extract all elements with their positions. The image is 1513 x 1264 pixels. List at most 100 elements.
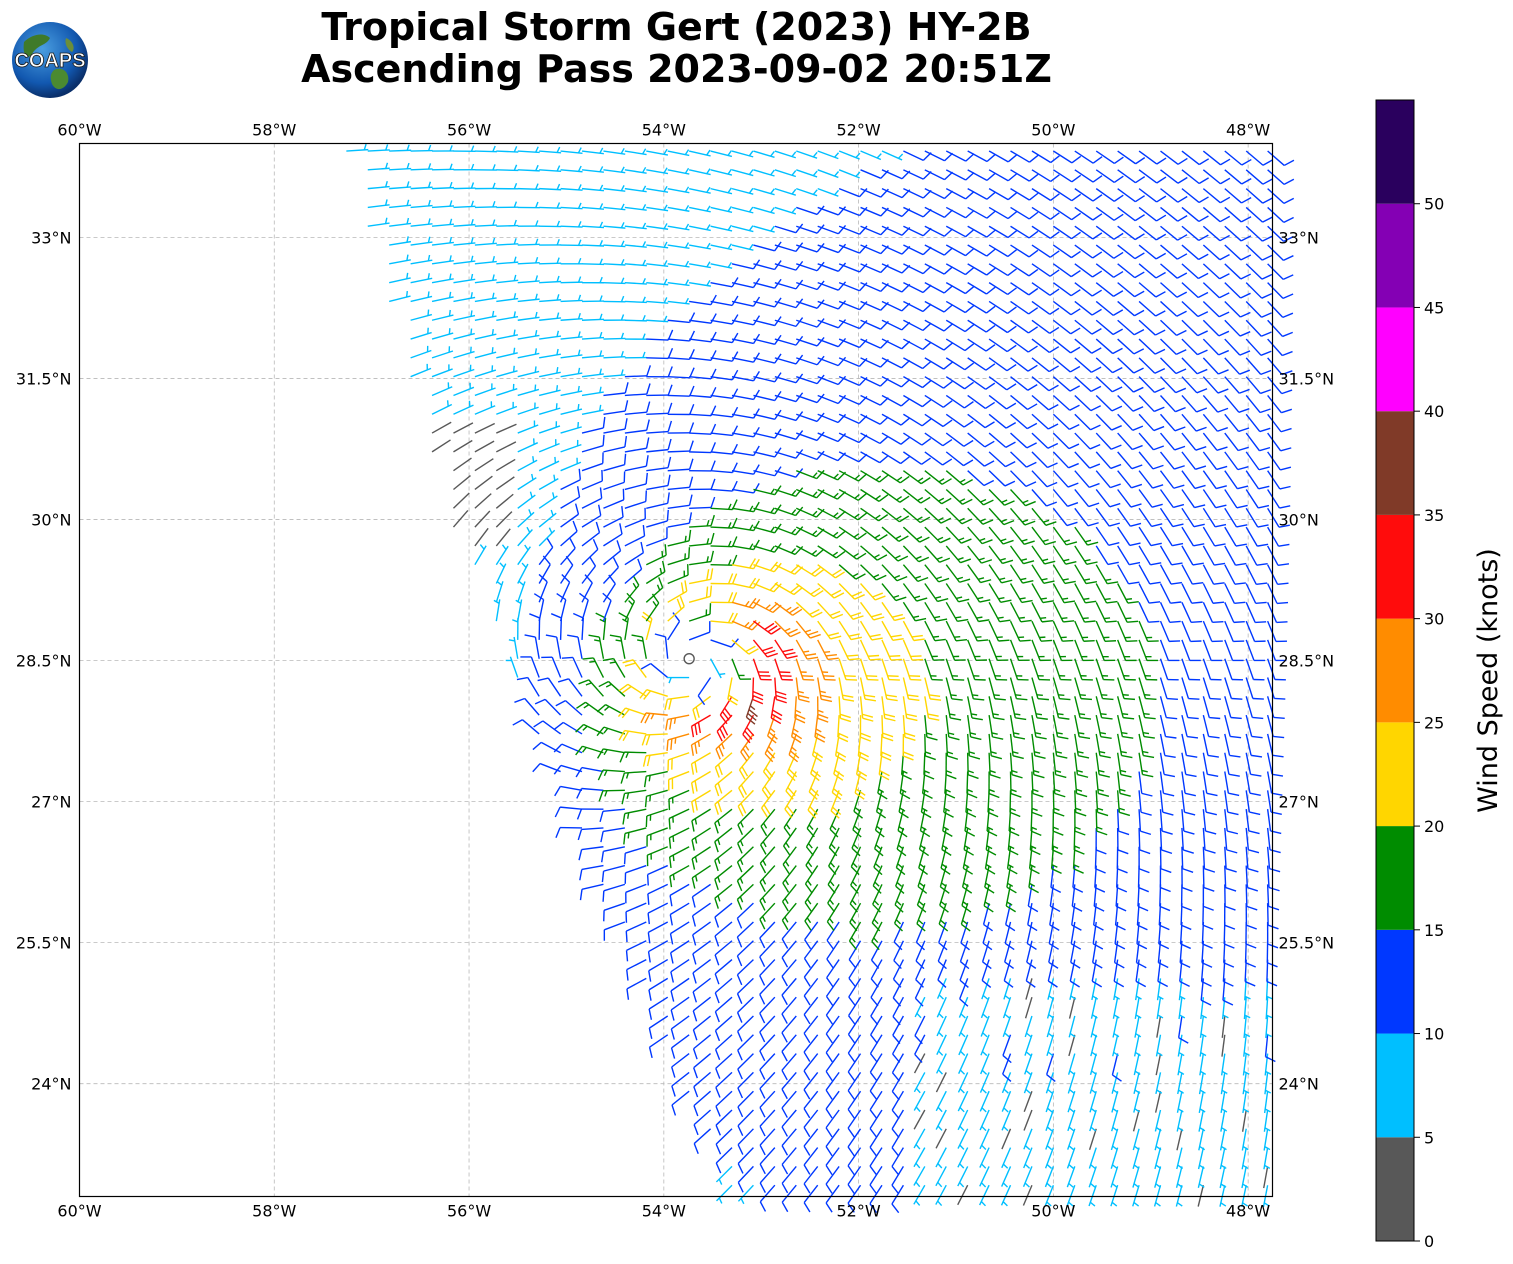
wind-barb — [851, 827, 862, 857]
wind-barb — [825, 1109, 840, 1138]
wind-barb — [945, 150, 975, 162]
wind-barb — [648, 977, 669, 1001]
wind-barb — [1198, 1128, 1206, 1151]
wind-barb — [1267, 545, 1290, 566]
wind-barb — [838, 564, 866, 580]
wind-barb — [1267, 357, 1293, 376]
wind-barb — [1224, 846, 1237, 873]
wind-barb — [737, 808, 754, 836]
wind-barb — [581, 350, 604, 359]
wind-barb — [1267, 507, 1290, 528]
wind-barb — [1111, 1053, 1122, 1082]
wind-barb — [1181, 696, 1199, 720]
wind-barb — [796, 450, 825, 461]
wind-barb — [1181, 319, 1208, 337]
wind-barb — [1265, 1015, 1272, 1038]
wind-barb — [646, 864, 669, 886]
wind-barb — [988, 545, 1014, 565]
wind-barb — [1159, 507, 1184, 528]
lat-tick-label-right: 30°N — [1279, 511, 1319, 530]
wind-barb — [688, 168, 711, 176]
wind-barb — [714, 789, 733, 815]
wind-barb — [1224, 376, 1250, 394]
wind-barb — [774, 639, 798, 660]
wind-barb — [538, 509, 557, 528]
wind-barb — [781, 902, 797, 931]
wind-barb — [871, 902, 883, 932]
wind-barb — [453, 475, 471, 491]
wind-barb — [1264, 1034, 1276, 1063]
wind-barb — [781, 1165, 797, 1194]
wind-barb — [1176, 1109, 1184, 1132]
colorbar-segment — [1376, 929, 1414, 1034]
wind-barb — [1159, 602, 1181, 623]
wind-barb — [881, 696, 896, 722]
wind-barb — [1138, 620, 1159, 643]
wind-barb — [781, 959, 797, 987]
wind-barb — [1138, 470, 1164, 489]
wind-barb — [1095, 583, 1118, 604]
wind-barb — [1245, 263, 1273, 280]
wind-barb — [1219, 1128, 1227, 1151]
wind-barb — [1095, 470, 1121, 489]
wind-barb — [774, 601, 803, 616]
wind-barb — [903, 357, 932, 370]
wind-barb — [517, 526, 533, 547]
wind-barb — [1088, 1128, 1097, 1150]
wind-barb — [891, 1128, 905, 1157]
wind-barb — [1046, 1015, 1055, 1038]
wind-barb — [603, 418, 628, 434]
wind-barb — [1181, 470, 1206, 490]
wind-barb — [714, 902, 733, 928]
wind-barb — [1160, 188, 1188, 203]
wind-barb — [967, 620, 989, 642]
wind-barb — [1224, 413, 1250, 433]
wind-barb — [1245, 338, 1272, 356]
wind-barb — [560, 486, 581, 509]
wind-barb — [1202, 395, 1229, 413]
wind-barb — [496, 365, 518, 378]
wind-barb — [603, 350, 626, 359]
wind-barb — [1181, 620, 1202, 643]
wind-barb — [860, 526, 888, 542]
lat-tick-label-left: 27°N — [31, 793, 71, 812]
wind-barb — [736, 996, 754, 1023]
wind-barb — [453, 364, 475, 378]
wind-barb — [1095, 150, 1124, 165]
wind-barb — [1052, 338, 1081, 354]
title-line-1: Tropical Storm Gert (2023) HY-2B — [321, 5, 1032, 49]
wind-barb — [623, 846, 647, 865]
lat-tick-label-right: 31.5°N — [1279, 370, 1335, 389]
wind-barb — [1068, 1015, 1076, 1038]
wind-barb — [1266, 846, 1281, 873]
wind-barb — [731, 577, 761, 589]
wind-barb — [603, 166, 626, 174]
wind-barb — [1095, 602, 1117, 623]
wind-barb — [1046, 1034, 1055, 1057]
wind-barb — [645, 808, 668, 828]
wind-barb — [474, 256, 497, 265]
wind-barb — [1245, 620, 1266, 643]
wind-barb — [913, 1128, 926, 1150]
wind-barb — [1181, 225, 1209, 242]
wind-barb — [1116, 733, 1133, 759]
wind-barb — [988, 169, 1018, 182]
wind-barb — [967, 394, 996, 410]
wind-barb — [1010, 188, 1039, 201]
wind-barb — [1010, 150, 1039, 163]
wind-barb — [853, 790, 863, 819]
wind-barb — [1202, 846, 1216, 873]
wind-barb — [1224, 319, 1251, 337]
wind-barb — [957, 1147, 969, 1169]
wind-barb — [1095, 338, 1123, 355]
wind-barb — [941, 827, 952, 856]
wind-barb — [690, 714, 711, 738]
wind-barb — [935, 1109, 947, 1131]
wind-barb — [692, 1015, 712, 1041]
wind-barb — [496, 293, 519, 303]
wind-barb — [550, 613, 563, 640]
wind-barb — [1132, 1109, 1140, 1132]
wind-barb — [710, 168, 733, 176]
wind-barb — [945, 658, 965, 681]
wind-barb — [410, 254, 433, 265]
